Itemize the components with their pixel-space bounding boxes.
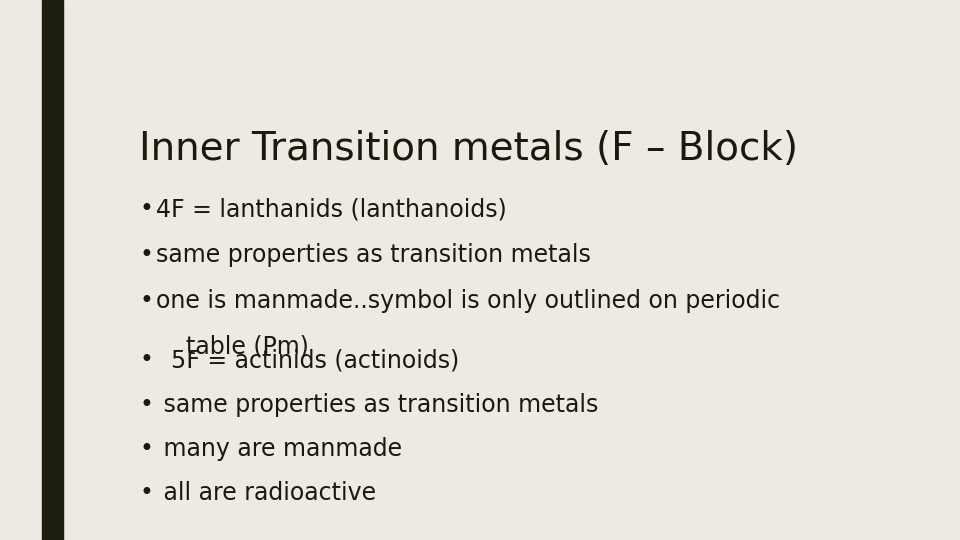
Text: •: • (139, 393, 153, 416)
Text: table (Pm): table (Pm) (156, 335, 309, 359)
Text: all are radioactive: all are radioactive (156, 481, 376, 505)
Text: many are manmade: many are manmade (156, 437, 402, 461)
Text: •: • (139, 481, 153, 505)
Text: •: • (139, 437, 153, 461)
Text: one is manmade..symbol is only outlined on periodic: one is manmade..symbol is only outlined … (156, 289, 780, 313)
Text: •: • (139, 243, 153, 267)
Text: Inner Transition metals (F – Block): Inner Transition metals (F – Block) (139, 130, 798, 167)
Text: same properties as transition metals: same properties as transition metals (156, 243, 591, 267)
Text: •: • (139, 289, 153, 313)
Text: •: • (139, 197, 153, 221)
Text: 5F = actinids (actinoids): 5F = actinids (actinoids) (156, 348, 460, 372)
Text: •: • (139, 348, 153, 372)
Text: 4F = lanthanids (lanthanoids): 4F = lanthanids (lanthanoids) (156, 197, 507, 221)
Text: same properties as transition metals: same properties as transition metals (156, 393, 599, 416)
